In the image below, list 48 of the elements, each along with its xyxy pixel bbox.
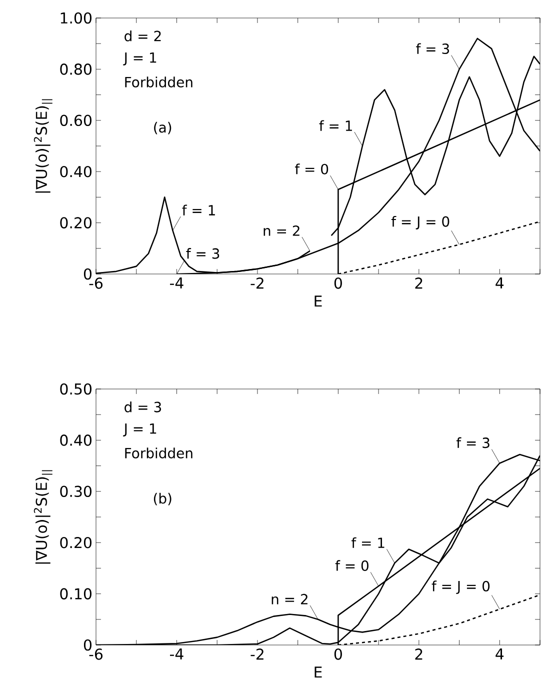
y-tick-label: 0.10 <box>60 588 92 600</box>
x-tick-label: 0 <box>334 278 342 289</box>
x-tick-label: -2 <box>250 648 264 660</box>
annotation: d = 2 <box>124 30 161 42</box>
y-axis-title: |∇U(o)|$^{2}$S(E)$_{||}$ <box>34 99 52 193</box>
x-tick-label: -2 <box>250 278 264 289</box>
annotation: f = 3 <box>416 43 449 54</box>
y-tick-label: 0.20 <box>60 217 92 228</box>
y-tick-label: 1.00 <box>60 12 92 24</box>
annotation: f = 1 <box>352 537 384 548</box>
annotation: f = 1 <box>182 204 215 216</box>
x-tick-label: -6 <box>89 648 103 660</box>
annotation: J = 1 <box>123 52 156 66</box>
y-tick-label: 0 <box>84 268 92 280</box>
x-tick-label: 0 <box>334 648 342 660</box>
y-tick-label: 0.20 <box>60 536 92 548</box>
annotation: f = 3 <box>456 437 490 448</box>
annotation: J = 1 <box>123 423 156 436</box>
annotation: f = 3 <box>186 248 220 259</box>
x-tick-label: 4 <box>496 278 504 288</box>
annotation: (a) <box>154 122 172 134</box>
annotation: Forbidden <box>125 448 192 458</box>
annotation: (b) <box>154 492 172 506</box>
y-axis-title: |∇U(o)|$^{2}$S(E)$_{||}$ <box>34 470 52 564</box>
y-tick-label: 0.60 <box>60 114 92 126</box>
x-tick-label: -6 <box>89 278 103 289</box>
annotation: f = 1 <box>319 120 352 131</box>
annotation: f = 0 <box>335 560 368 571</box>
y-tick-label: 0.40 <box>60 166 92 178</box>
x-tick-label: -4 <box>170 648 184 660</box>
annotation: n = 2 <box>264 225 300 236</box>
x-tick-label: 4 <box>496 648 504 660</box>
x-tick-label: 2 <box>415 648 422 660</box>
x-axis-title: E <box>314 666 322 678</box>
annotation: f = 0 <box>294 164 328 174</box>
x-tick-label: 2 <box>415 278 422 289</box>
y-tick-label: 0.50 <box>60 383 92 395</box>
annotation: f = J = 0 <box>391 216 450 230</box>
annotation: f = J = 0 <box>432 580 490 594</box>
annotation: Forbidden <box>125 76 192 88</box>
y-tick-label: 0.80 <box>60 64 92 75</box>
y-tick-label: 0.40 <box>60 434 92 446</box>
x-tick-label: -4 <box>170 278 184 288</box>
y-tick-label: 0 <box>84 639 92 651</box>
annotation: d = 3 <box>124 402 161 412</box>
y-tick-label: 0.30 <box>60 486 92 498</box>
annotation: n = 2 <box>272 594 308 604</box>
x-axis-title: E <box>314 296 322 307</box>
